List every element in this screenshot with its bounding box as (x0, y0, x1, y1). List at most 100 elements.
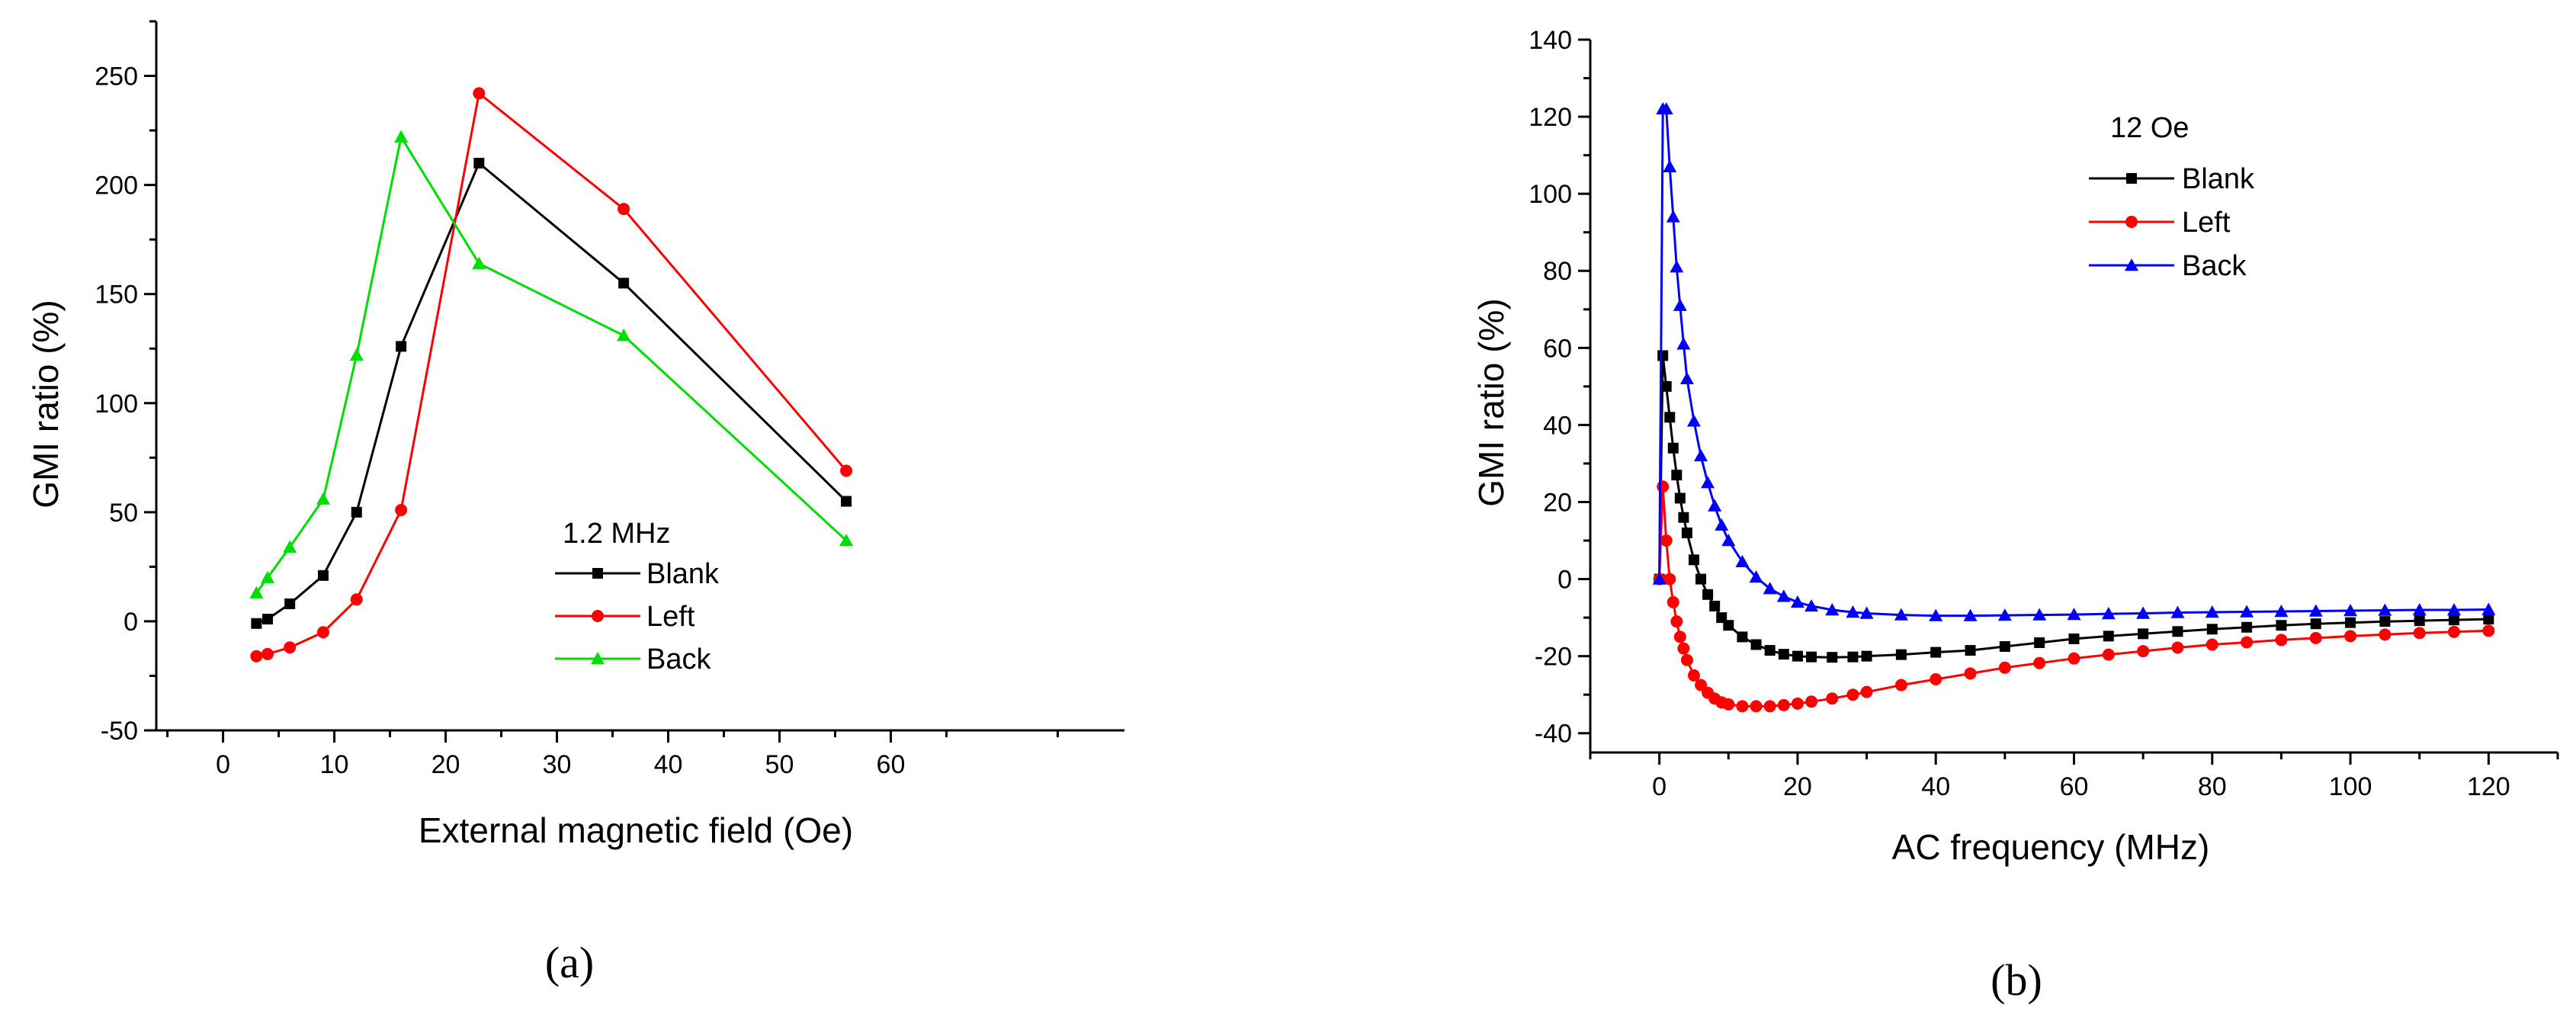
panel-b-legend-back-marker (2125, 258, 2138, 271)
panel-b-series-left-point (2137, 645, 2150, 658)
panel-a-series-blank-point (396, 341, 407, 352)
panel-b-y-tick-label: 40 (1543, 411, 1572, 440)
panel-a-y-tick-label: 200 (95, 172, 138, 201)
panel-b-x-tick-label: 80 (2198, 772, 2227, 801)
panel-b-series-back-point (1776, 589, 1791, 602)
panel-b-series-blank-point (1847, 651, 1859, 663)
panel-a-series-back-point (260, 570, 274, 583)
panel-b-series-blank-point (2414, 615, 2425, 627)
panel-b-series-back-point (2308, 604, 2323, 617)
panel-b-series-left-point (2413, 627, 2426, 640)
panel-a-x-tick-label: 10 (320, 750, 349, 779)
panel-b-series-back-point (2240, 605, 2254, 618)
panel-b-series-blank-point (2241, 621, 2253, 633)
panel-b-series-left-point (2102, 648, 2115, 661)
panel-b-series-blank-point (2172, 626, 2183, 637)
panel-b-series-blank-point (1667, 442, 1679, 454)
panel-b-series-blank-point (1657, 350, 1669, 361)
panel-b-legend-left-label: Left (2182, 207, 2231, 239)
panel-b-series-blank-point (1674, 493, 1686, 504)
panel-b-series-back-point (2032, 608, 2047, 621)
panel-a-series-left-point (261, 647, 274, 660)
panel-b-series-back-point (1846, 605, 1860, 618)
panel-a-series-back-point (394, 130, 409, 143)
panel-b-series-blank-point (1999, 641, 2010, 653)
panel-b-series-blank-point (1778, 649, 1789, 660)
panel-a-legend-title: 1.2 MHz (563, 518, 670, 550)
panel-b-series-back-point (1859, 606, 1874, 619)
panel-a-x-tick-label: 50 (765, 750, 794, 779)
panel-b-series-back-point (1663, 159, 1677, 172)
panel-a-series-left-point (618, 203, 630, 216)
panel-b-y-tick-label: 0 (1557, 566, 1572, 595)
panel-a-legend-left-marker (592, 610, 604, 622)
panel-a-series-back-point (316, 492, 330, 505)
panel-b-series-left-point (1680, 653, 1693, 666)
panel-b-series-blank-point (1930, 647, 1942, 658)
panel-b-series-blank-point (1764, 645, 1776, 656)
panel-b-series-left-point (1667, 595, 1679, 608)
panel-b-x-tick-label: 20 (1783, 772, 1812, 801)
panel-b-series-blank-point (2483, 614, 2494, 625)
panel-a-series-blank-point (841, 496, 852, 507)
panel-b-series-left-point (1670, 615, 1683, 628)
panel-a-x-tick-label: 0 (216, 750, 230, 779)
panel-b-series-left-point (1722, 698, 1735, 711)
panel-b-series-blank-point (1895, 649, 1907, 660)
panel-b-series-blank-point (1678, 512, 1689, 523)
panel-a-series-blank-point (251, 618, 262, 629)
panel-b-series-back-point (1825, 603, 1840, 616)
panel-b-label: (b) (1991, 955, 2042, 1005)
panel-b-series-blank-point (1695, 573, 1707, 585)
panel-b-series-blank-point (2276, 620, 2287, 631)
panel-b-series-back-point (1963, 608, 1978, 621)
panel-b-series-back-point (1715, 518, 1729, 531)
panel-b-y-tick-label: -40 (1535, 720, 1572, 749)
panel-b-series-back-point (2447, 603, 2462, 616)
panel-b-series-blank-point (1681, 527, 1692, 538)
panel-a-y-tick-label: -50 (101, 717, 138, 746)
panel-b-series-left-point (1894, 679, 1907, 691)
panel-b-series-blank-point (2138, 628, 2149, 640)
panel-b-series-left-point (1750, 700, 1763, 713)
panel-b-series-back-point (1686, 414, 1701, 427)
panel-a-ylabel: GMI ratio (%) (26, 300, 66, 508)
panel-b-series-blank-point (2345, 617, 2356, 628)
panel-b-legend-title: 12 Oe (2110, 112, 2189, 144)
panel-b-series-back-point (2378, 603, 2392, 616)
panel-a: 0 10 20 30 40 50 60 -50 0 50 100 150 200 250 Blank Left… (26, 20, 1124, 987)
panel-a-series-blank-point (351, 506, 362, 518)
panel-b-series-blank-point (1792, 650, 1803, 662)
panel-b-series-left-point (2241, 636, 2254, 649)
panel-b-series-back-point (1894, 608, 1908, 621)
panel-a-series-back-point (472, 256, 486, 269)
panel-b-legend-blank-marker (2126, 173, 2137, 184)
panel-b-series-back-point (2343, 604, 2358, 617)
panel-b-series-blank-point (2068, 633, 2080, 644)
panel-b-series-left-point (1826, 692, 1839, 705)
panel-b-series-left-point (2344, 630, 2357, 643)
panel-a-label: (a) (545, 938, 594, 987)
panel-b-ylabel: GMI ratio (%) (1471, 298, 1511, 506)
panel-b-series-back-point (2274, 605, 2289, 618)
panel-b-series-back-point (1670, 260, 1684, 273)
panel-a-series-left-line (256, 91, 848, 658)
panel-b-series-left-point (1660, 534, 1673, 547)
panel-b-series-back-point (1735, 554, 1750, 568)
panel-b-series-back-point (1997, 608, 2012, 621)
panel-a-xlabel: External magnetic field (Oe) (419, 810, 853, 850)
panel-b-series-back-line (1658, 107, 2489, 618)
panel-b-series-left-point (2448, 625, 2461, 638)
panel-b-y-tick-label: 60 (1543, 334, 1572, 363)
panel-b-series-back-point (2412, 603, 2427, 616)
panel-a-legend-left-label: Left (646, 601, 695, 633)
panel-b-series-back-point (1804, 598, 1819, 612)
panel-a-series-back-point (349, 348, 364, 361)
panel-b-series-back-point (1929, 608, 1943, 621)
panel-b-series-left-point (1673, 631, 1686, 643)
panel-b-xlabel: AC frequency (MHz) (1892, 827, 2210, 867)
panel-b-series-back-point (1749, 570, 1763, 583)
panel-b-series-back-point (1652, 572, 1667, 585)
panel-b-y-tick-label: 20 (1543, 488, 1572, 517)
panel-b-series-left-point (2171, 641, 2184, 654)
